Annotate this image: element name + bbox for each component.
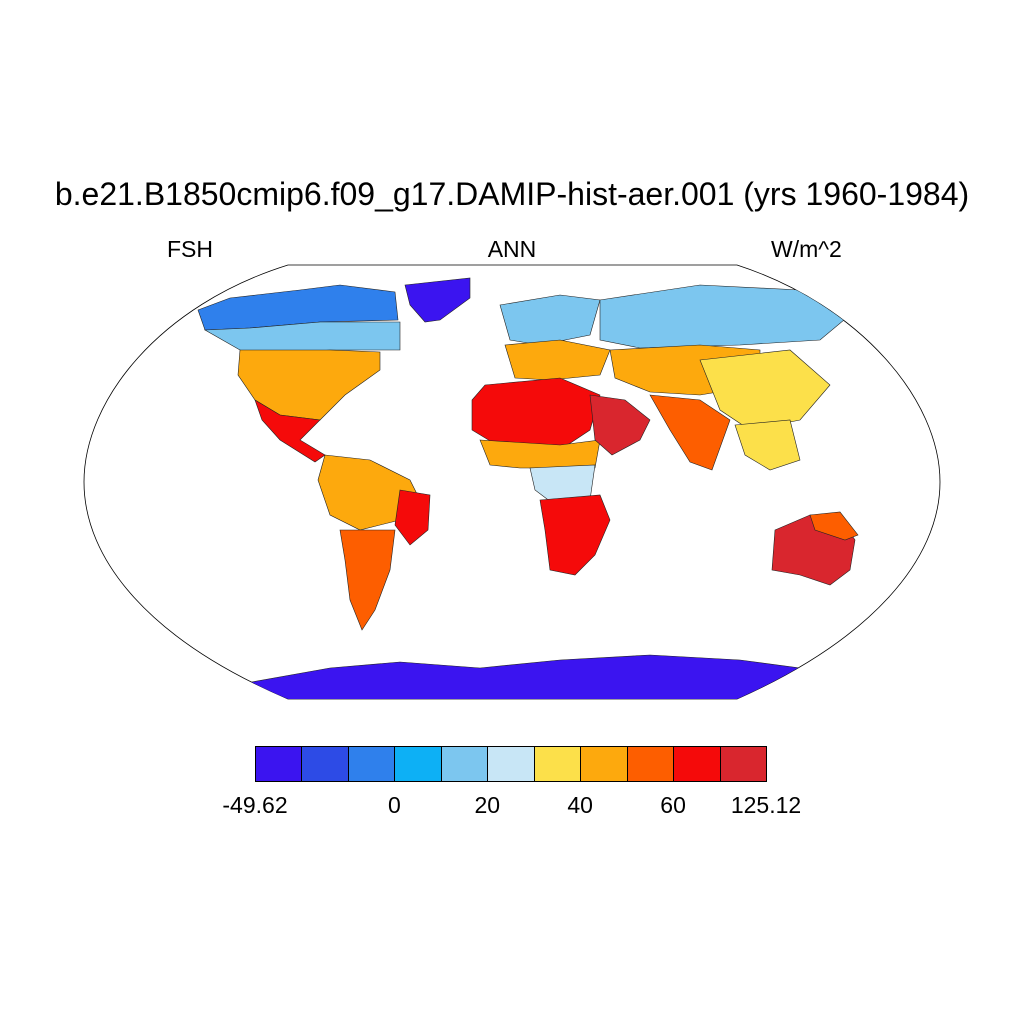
colorbar-tick-label: 40: [567, 792, 593, 818]
colorbar: [255, 746, 767, 782]
region-southeast-asia: [734, 419, 801, 471]
season-label: ANN: [487, 236, 537, 262]
colorbar-swatch-3: [394, 746, 442, 782]
region-patagonia: [339, 529, 396, 631]
colorbar-swatch-2: [347, 746, 396, 782]
region-china: [699, 349, 831, 431]
region-southern-africa: [539, 494, 611, 576]
colorbar-swatch-4: [440, 746, 489, 782]
colorbar-tick-label: 20: [474, 792, 501, 818]
units-label: W/m^2: [771, 236, 842, 262]
region-sahel: [479, 439, 601, 469]
region-europe-north: [499, 294, 601, 346]
colorbar-swatch-8: [626, 746, 675, 782]
colorbar-labels: -49.62 0 20 40 60 125.12: [0, 792, 1024, 822]
colorbar-swatch-10: [719, 746, 767, 782]
colorbar-swatch-6: [533, 746, 582, 782]
region-europe-south: [504, 339, 611, 381]
colorbar-swatch-1: [301, 746, 349, 782]
colorbar-swatch-7: [580, 746, 628, 782]
colorbar-tick-label: 0: [387, 792, 401, 818]
colorbar-swatch-0: [255, 746, 303, 782]
colorbar-swatch-5: [487, 746, 535, 782]
region-antarctica: [229, 654, 801, 699]
plot-title: b.e21.B1850cmip6.f09_g17.DAMIP-hist-aer.…: [54, 176, 970, 212]
region-arabia: [589, 394, 651, 456]
region-australia-north: [809, 511, 859, 541]
region-india: [649, 394, 731, 471]
colorbar-swatch-9: [673, 746, 721, 782]
colorbar-tick-label: -49.62: [222, 792, 288, 818]
region-greenland: [404, 277, 471, 323]
region-usa: [237, 349, 381, 421]
variable-label: FSH: [167, 236, 213, 262]
region-brazil-east: [394, 489, 431, 546]
colorbar-tick-label: 60: [660, 792, 686, 818]
colorbar-tick-label: 125.12: [730, 792, 802, 818]
region-siberia: [599, 284, 851, 349]
